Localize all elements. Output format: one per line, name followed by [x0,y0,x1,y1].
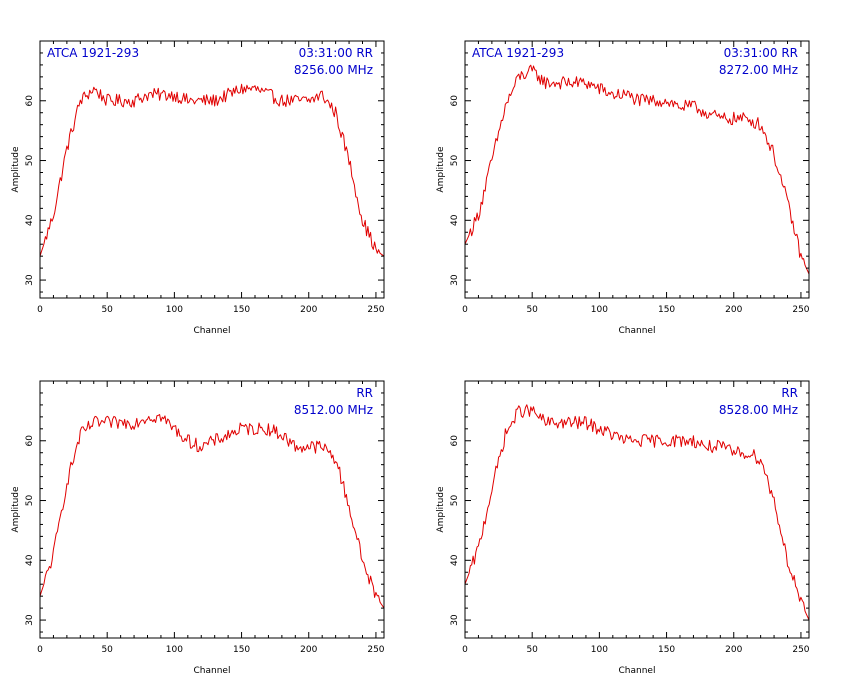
y-tick-label: 40 [25,554,35,566]
amplitude-trace [39,414,385,609]
x-tick-label: 200 [725,305,742,315]
x-tick-label: 0 [462,305,468,315]
x-tick-label: 150 [658,645,675,655]
time-polarization-label: 03:31:00 RR [299,46,373,60]
panel-8528mhz: 0 50 100 150 200 250 30 40 50 60 Channel Amplitude R… [436,380,810,676]
time-polarization-label: 03:31:00 RR [724,46,798,60]
y-tick-label: 60 [450,95,460,107]
x-tick-label: 50 [526,305,538,315]
x-axis-label: Channel [619,666,656,676]
x-tick-label: 250 [792,645,809,655]
amplitude-trace [39,83,385,257]
panel-8512mhz: 0 50 100 150 200 250 30 40 50 60 Channel Amplitude R… [11,380,385,676]
y-axis-label: Amplitude [436,486,446,533]
y-axis-label: Amplitude [11,146,21,193]
x-tick-label: 150 [658,305,675,315]
x-axis-label: Channel [194,326,231,336]
x-tick-label: 200 [725,645,742,655]
time-polarization-label: RR [781,386,798,400]
y-tick-label: 40 [450,214,460,226]
y-tick-label: 40 [25,214,35,226]
panel-8272mhz: 0 50 100 150 200 250 30 40 50 60 Channel Amplitude A… [436,40,810,336]
x-tick-label: 200 [300,305,317,315]
x-tick-label: 100 [591,305,608,315]
y-tick-label: 30 [450,614,460,626]
y-tick-label: 60 [25,435,35,447]
x-tick-label: 250 [367,305,384,315]
x-tick-label: 100 [166,645,183,655]
time-polarization-label: RR [356,386,373,400]
x-tick-label: 150 [233,305,250,315]
y-tick-label: 60 [450,435,460,447]
plot-frame [464,380,810,639]
source-label: ATCA 1921-293 [47,46,139,60]
x-tick-label: 50 [101,305,113,315]
frequency-label: 8528.00 MHz [719,403,798,417]
x-tick-label: 0 [37,305,43,315]
y-tick-label: 50 [25,495,35,507]
plot-frame [39,40,385,299]
y-tick-label: 40 [450,554,460,566]
y-tick-label: 50 [450,155,460,167]
y-tick-label: 30 [25,274,35,286]
y-axis-label: Amplitude [11,486,21,533]
x-tick-label: 250 [367,645,384,655]
x-tick-label: 50 [526,645,538,655]
plot-frame [39,380,385,639]
amplitude-trace [464,64,810,275]
x-tick-label: 0 [462,645,468,655]
x-tick-label: 50 [101,645,113,655]
x-axis-label: Channel [619,326,656,336]
x-tick-label: 200 [300,645,317,655]
x-tick-label: 150 [233,645,250,655]
panel-8256mhz: 0 50 100 150 200 250 30 40 50 60 Channel Amplitude A… [11,40,385,336]
y-tick-label: 60 [25,95,35,107]
frequency-label: 8256.00 MHz [294,63,373,77]
amplitude-trace [464,404,810,621]
source-label: ATCA 1921-293 [472,46,564,60]
y-tick-label: 50 [450,495,460,507]
x-tick-label: 100 [591,645,608,655]
x-axis-label: Channel [194,666,231,676]
x-tick-label: 250 [792,305,809,315]
y-tick-label: 50 [25,155,35,167]
x-tick-label: 100 [166,305,183,315]
y-tick-label: 30 [25,614,35,626]
x-tick-label: 0 [37,645,43,655]
y-tick-label: 30 [450,274,460,286]
frequency-label: 8512.00 MHz [294,403,373,417]
frequency-label: 8272.00 MHz [719,63,798,77]
plot-frame [464,40,810,299]
y-axis-label: Amplitude [436,146,446,193]
